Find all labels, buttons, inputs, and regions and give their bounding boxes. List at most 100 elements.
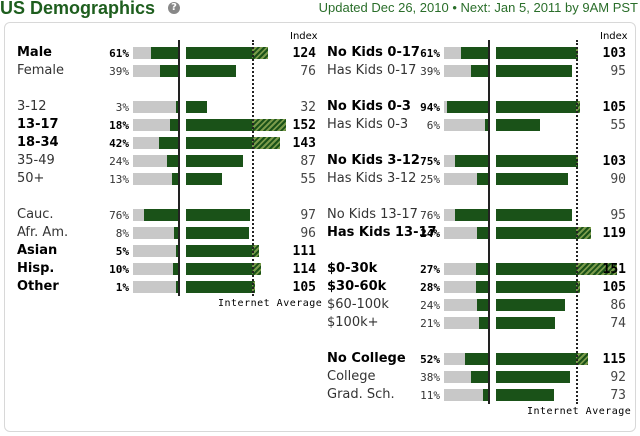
index-bar: [496, 263, 576, 275]
composition-fill: [160, 65, 178, 77]
composition-fill: [159, 137, 178, 149]
index-bar: [186, 209, 251, 221]
index-bar-excess: [252, 245, 260, 257]
index-bar: [496, 281, 576, 293]
index-bar: [186, 119, 252, 131]
composition-fill: [477, 227, 488, 239]
composition-fill: [483, 389, 488, 401]
index-bar: [186, 245, 252, 257]
index-bar-excess: [252, 137, 281, 149]
composition-fill: [465, 353, 488, 365]
row-index: 76: [300, 64, 316, 79]
index-bar: [496, 155, 576, 167]
row-index: 115: [602, 352, 626, 367]
composition-track: [133, 101, 178, 113]
row-label: Cauc.: [17, 207, 54, 222]
row-label: $30-60k: [327, 279, 387, 294]
row-index: 55: [610, 118, 626, 133]
composition-fill: [461, 47, 488, 59]
row-label: Afr. Am.: [17, 225, 69, 240]
composition-fill: [174, 227, 178, 239]
composition-fill: [471, 371, 488, 383]
composition-axis-line: [178, 40, 180, 296]
row-index: 95: [610, 64, 626, 79]
index-bar: [186, 263, 252, 275]
row-label: Has Kids 13-17: [327, 225, 437, 240]
composition-fill: [176, 245, 178, 257]
page-title: US Demographics: [0, 0, 156, 18]
row-percent: 18%: [109, 119, 129, 132]
row-index: 105: [292, 280, 316, 295]
composition-fill: [455, 209, 488, 221]
row-percent: 61%: [420, 47, 440, 60]
row-label: Hisp.: [17, 261, 55, 276]
index-column-header: Index: [290, 31, 318, 42]
row-percent: 52%: [420, 353, 440, 366]
composition-track: [133, 227, 178, 239]
row-percent: 39%: [420, 65, 440, 78]
row-label: Asian: [17, 243, 58, 258]
row-percent: 39%: [109, 65, 129, 78]
row-percent: 24%: [420, 299, 440, 312]
composition-fill: [144, 209, 178, 221]
index-bar: [496, 353, 576, 365]
row-label: 13-17: [17, 117, 59, 132]
row-index: 32: [300, 100, 316, 115]
row-index: 95: [610, 208, 626, 223]
index-bar-excess: [252, 263, 262, 275]
row-percent: 25%: [420, 173, 440, 186]
composition-fill: [167, 155, 178, 167]
index-bar-excess: [576, 227, 592, 239]
row-label: No Kids 0-17: [327, 45, 420, 60]
help-icon[interactable]: ?: [168, 2, 180, 14]
row-index: 74: [610, 316, 626, 331]
row-index: 124: [292, 46, 316, 61]
composition-fill: [471, 65, 488, 77]
composition-fill: [479, 317, 488, 329]
composition-track: [444, 119, 488, 131]
row-label: 50+: [17, 171, 45, 186]
composition-axis-line: [488, 40, 490, 404]
row-label: 18-34: [17, 135, 59, 150]
row-percent: 38%: [420, 371, 440, 384]
row-percent: 6%: [426, 119, 440, 132]
row-label: No Kids 3-12: [327, 153, 420, 168]
composition-track: [133, 173, 178, 185]
index-bar-excess: [252, 119, 287, 131]
row-percent: 3%: [115, 101, 129, 114]
index-bar-excess: [576, 263, 617, 275]
row-index: 97: [300, 208, 316, 223]
row-percent: 75%: [420, 155, 440, 168]
index-bar: [186, 47, 252, 59]
composition-fill: [176, 281, 178, 293]
composition-fill: [447, 101, 488, 113]
composition-fill: [476, 281, 488, 293]
composition-track: [133, 245, 178, 257]
index-bar: [496, 227, 576, 239]
composition-track: [444, 389, 488, 401]
row-index: 90: [610, 172, 626, 187]
update-status: Updated Dec 26, 2010 • Next: Jan 5, 2011…: [318, 0, 638, 15]
composition-fill: [477, 173, 488, 185]
row-index: 73: [610, 388, 626, 403]
row-index: 92: [610, 370, 626, 385]
composition-fill: [455, 155, 488, 167]
row-percent: 1%: [115, 281, 129, 294]
index-bar: [496, 173, 568, 185]
row-index: 86: [610, 298, 626, 313]
row-label: $100k+: [327, 315, 379, 330]
composition-fill: [172, 173, 178, 185]
composition-track: [133, 155, 178, 167]
index-bar-excess: [576, 353, 588, 365]
row-label: 3-12: [17, 99, 47, 114]
index-bar: [186, 101, 208, 113]
page-header: US Demographics ? Updated Dec 26, 2010 •…: [0, 0, 640, 22]
row-label: Grad. Sch.: [327, 387, 395, 402]
row-index: 103: [602, 46, 626, 61]
row-label: Female: [17, 63, 65, 78]
row-label: College: [327, 369, 376, 384]
index-bar-excess: [576, 101, 580, 113]
row-percent: 94%: [420, 101, 440, 114]
row-percent: 28%: [420, 281, 440, 294]
row-percent: 8%: [115, 227, 129, 240]
